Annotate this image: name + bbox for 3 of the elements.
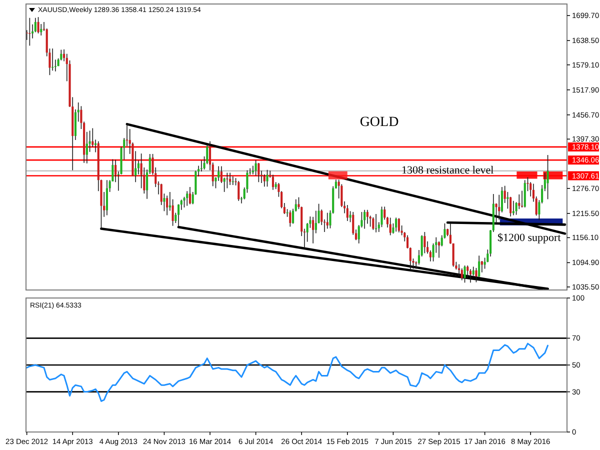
- annotation: 1308 resistance level: [401, 164, 494, 177]
- annotation: GOLD: [360, 114, 399, 130]
- annotation: $1200 support: [498, 232, 561, 244]
